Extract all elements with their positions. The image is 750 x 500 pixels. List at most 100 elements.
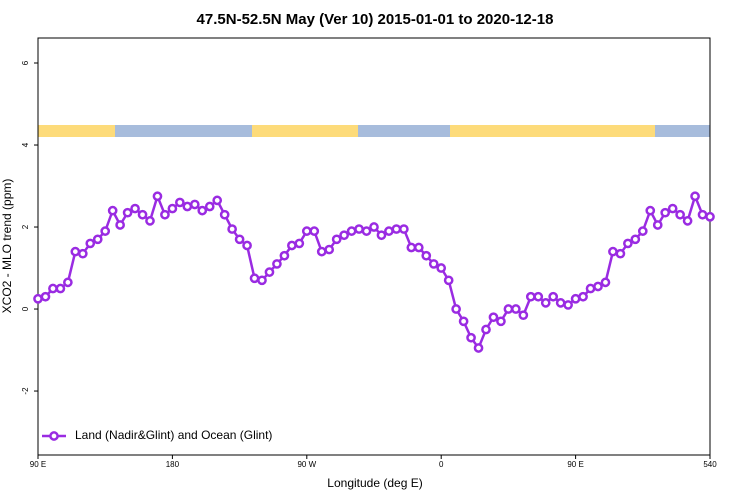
data-point	[137, 209, 148, 220]
data-point	[48, 283, 58, 294]
y-tick-label: 0	[21, 306, 30, 311]
data-point	[145, 216, 155, 226]
x-tick-label: 90 E	[30, 460, 46, 469]
data-point	[189, 199, 200, 210]
data-point	[443, 275, 454, 286]
data-point	[197, 205, 208, 216]
data-point	[399, 224, 409, 234]
data-point	[287, 240, 297, 251]
data-point	[279, 250, 290, 261]
x-tick-label: 540	[703, 460, 717, 469]
data-point	[548, 291, 559, 302]
data-point	[309, 226, 320, 236]
data-point	[339, 230, 349, 241]
data-point	[615, 248, 626, 259]
data-point	[563, 300, 573, 310]
data-point	[92, 234, 103, 245]
x-tick-label: 180	[166, 460, 180, 469]
data-point	[413, 242, 424, 253]
data-point	[608, 246, 618, 257]
x-axis-label: Longitude (deg E)	[327, 476, 422, 490]
data-point	[376, 230, 387, 241]
data-point	[249, 273, 260, 284]
y-axis-label: XCO2 - MLO trend (ppm)	[0, 179, 14, 314]
data-point	[518, 310, 529, 321]
data-point	[175, 197, 185, 208]
data-point	[234, 234, 245, 245]
data-point	[346, 226, 357, 236]
data-point	[645, 205, 656, 216]
y-tick-label: 6	[21, 60, 30, 65]
data-point	[33, 293, 43, 304]
data-point	[428, 259, 439, 269]
data-point	[667, 203, 678, 214]
data-point	[421, 250, 432, 261]
legend-marker	[49, 431, 59, 441]
data-point	[130, 203, 140, 214]
y-tick-label: -2	[21, 387, 30, 395]
data-point	[227, 224, 237, 234]
data-point	[496, 316, 506, 327]
data-point	[55, 283, 66, 294]
data-point	[160, 209, 170, 220]
data-point	[384, 226, 394, 236]
data-point	[77, 248, 88, 259]
data-point	[182, 201, 193, 212]
data-point	[660, 207, 671, 218]
series-line	[37, 192, 711, 351]
data-point	[316, 246, 327, 257]
data-point	[212, 195, 223, 206]
data-point	[369, 222, 379, 232]
data-point	[451, 304, 461, 314]
data-point	[436, 263, 447, 273]
data-point	[466, 332, 476, 343]
data-point	[122, 207, 133, 218]
data-point	[100, 226, 111, 236]
data-point	[40, 291, 51, 302]
data-point	[272, 259, 282, 269]
data-point	[242, 240, 252, 251]
data-point	[301, 226, 312, 236]
data-point	[324, 244, 335, 255]
data-point	[85, 238, 96, 249]
data-point	[488, 312, 499, 323]
data-point	[630, 234, 641, 245]
data-point	[458, 316, 469, 327]
data-point	[690, 191, 700, 202]
data-point	[682, 216, 693, 226]
data-point	[697, 209, 708, 220]
data-point	[63, 277, 73, 288]
data-point	[152, 191, 163, 202]
data-point	[406, 242, 417, 253]
data-point	[675, 209, 685, 220]
x-tick-label: 90 E	[567, 460, 583, 469]
data-point	[578, 291, 588, 302]
data-point	[107, 205, 118, 216]
data-point	[540, 298, 551, 308]
data-point	[167, 203, 178, 214]
data-point	[503, 304, 514, 314]
data-point	[361, 226, 372, 236]
data-point	[354, 224, 364, 234]
data-point	[623, 238, 633, 249]
data-point	[204, 201, 215, 212]
data-point	[652, 220, 663, 230]
data-point	[570, 293, 581, 304]
data-point	[511, 304, 521, 314]
data-point	[593, 281, 603, 292]
chart-title: 47.5N-52.5N May (Ver 10) 2015-01-01 to 2…	[197, 11, 554, 28]
data-point	[294, 238, 305, 249]
plot-frame	[37, 37, 711, 456]
data-point	[600, 277, 611, 288]
data-point	[533, 291, 544, 302]
data-point	[264, 267, 275, 277]
data-point	[257, 275, 267, 286]
x-tick-label: 90 W	[297, 460, 316, 469]
data-point	[705, 211, 715, 222]
surface-strip	[38, 125, 710, 137]
data-point	[481, 324, 491, 335]
data-point	[219, 209, 230, 220]
y-tick-label: 4	[21, 142, 30, 147]
data-point	[525, 291, 536, 302]
